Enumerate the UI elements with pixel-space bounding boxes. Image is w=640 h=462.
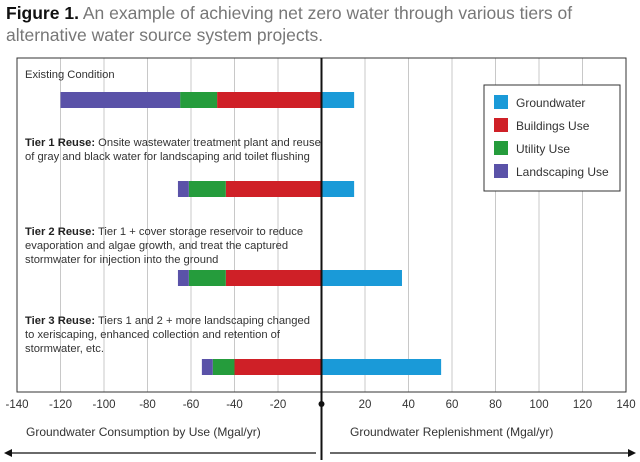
bar-utility-use xyxy=(188,181,226,197)
legend: Groundwater Buildings Use Utility Use Lands… xyxy=(483,84,621,192)
figure-label: Figure 1. xyxy=(6,3,79,23)
category-label: Existing Condition xyxy=(25,69,115,81)
bar-buildings-use xyxy=(217,92,322,108)
legend-label: Landscaping Use xyxy=(516,165,609,179)
x-tick-label: 60 xyxy=(446,399,459,411)
bar-groundwater xyxy=(321,270,402,286)
x-axis-label-right: Groundwater Replenishment (Mgal/yr) xyxy=(350,425,553,439)
legend-swatch xyxy=(494,164,508,178)
legend-swatch xyxy=(494,118,508,132)
x-tick-label: -60 xyxy=(183,399,200,411)
x-tick-label: -20 xyxy=(270,399,287,411)
bar-groundwater xyxy=(321,92,355,108)
bar-buildings-use xyxy=(234,359,322,375)
grid-lines xyxy=(60,58,583,392)
category-label: Tier 1 Reuse: Onsite wastewater treatmen… xyxy=(25,137,321,163)
x-tick-label: -140 xyxy=(5,399,28,411)
x-tick-label: 20 xyxy=(359,399,372,411)
legend-swatch xyxy=(494,141,508,155)
x-tick-label: -100 xyxy=(92,399,115,411)
bar-buildings-use xyxy=(225,181,322,197)
x-tick-label: 80 xyxy=(489,399,502,411)
x-tick-label: 100 xyxy=(529,399,548,411)
legend-swatch xyxy=(494,95,508,109)
bar-landscaping-use xyxy=(201,359,213,375)
bar-utility-use xyxy=(180,92,218,108)
x-tick-label: 40 xyxy=(402,399,415,411)
legend-label: Buildings Use xyxy=(516,119,590,133)
bar-groundwater xyxy=(321,359,442,375)
figure-caption: An example of achieving net zero water t… xyxy=(6,3,573,45)
figure-title: Figure 1. An example of achieving net ze… xyxy=(6,2,636,46)
bar-utility-use xyxy=(188,270,226,286)
right-arrow-head xyxy=(628,449,636,457)
bar-utility-use xyxy=(212,359,235,375)
axis-labels: Groundwater Consumption by Use (Mgal/yr)… xyxy=(4,425,636,457)
x-tick-label: -80 xyxy=(139,399,156,411)
bars xyxy=(60,92,442,375)
axes xyxy=(16,57,627,460)
legend-label: Utility Use xyxy=(516,142,570,156)
bar-buildings-use xyxy=(225,270,322,286)
x-tick-label: -120 xyxy=(49,399,72,411)
category-label: Tier 2 Reuse: Tier 1 + cover storage res… xyxy=(25,226,303,266)
tick-labels: -140 -120 -100 -80 -60 -40 -20 20 40 60 80 100 120 14… xyxy=(5,399,635,411)
zero-tick-dot xyxy=(318,401,325,407)
x-tick-label: 120 xyxy=(573,399,592,411)
bar-landscaping-use xyxy=(60,92,181,108)
bar-landscaping-use xyxy=(177,181,189,197)
category-label: Tier 3 Reuse: Tiers 1 and 2 + more lands… xyxy=(25,315,310,355)
bar-landscaping-use xyxy=(177,270,189,286)
legend-label: Groundwater xyxy=(516,96,585,110)
x-tick-label: -40 xyxy=(226,399,243,411)
x-axis-label-left: Groundwater Consumption by Use (Mgal/yr) xyxy=(26,425,261,439)
category-labels: Existing Condition Tier 1 Reuse: Onsite w… xyxy=(25,69,321,355)
bar-groundwater xyxy=(321,181,355,197)
x-tick-label: 140 xyxy=(616,399,635,411)
left-arrow-head xyxy=(4,449,12,457)
